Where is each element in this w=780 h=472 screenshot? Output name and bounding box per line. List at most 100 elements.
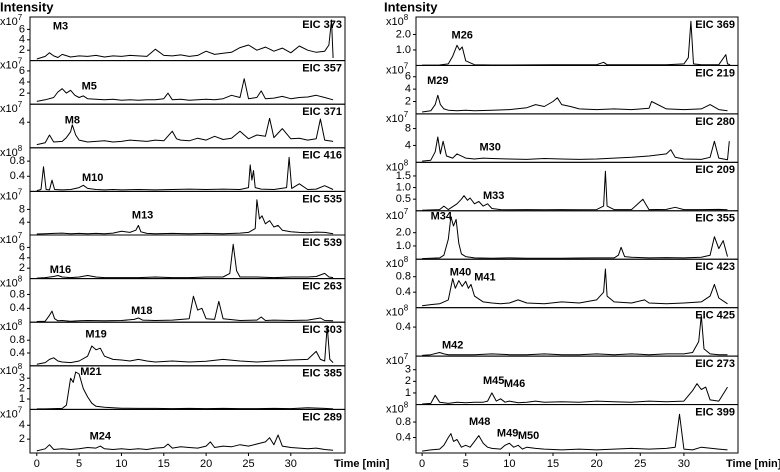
trace-line [422, 383, 728, 405]
trace-line [36, 117, 334, 146]
x-axis-label: Time [min] [726, 458, 780, 470]
x-tick-label: 20 [591, 458, 603, 470]
x-tick-label: 5 [463, 458, 469, 470]
peak-label: M48 [469, 416, 490, 428]
y-tick-label: 1 [405, 387, 411, 399]
trace-line [36, 243, 334, 279]
y-scale-exponent: 7 [404, 207, 409, 216]
panel-title: EIC 355 [695, 213, 735, 225]
panel-title: EIC 373 [302, 19, 342, 31]
y-scale-label: x107 [0, 57, 23, 72]
y-scale-label: x108 [0, 362, 23, 377]
peak-label: M26 [452, 29, 473, 41]
y-scale-base: x10 [386, 16, 404, 28]
trace-line [422, 170, 728, 211]
y-scale-base: x10 [386, 403, 404, 415]
y-scale-base: x10 [0, 321, 18, 333]
y-scale-label: x108 [0, 275, 23, 290]
y-tick-label: 0.8 [396, 271, 411, 283]
y-scale-label: x108 [0, 144, 23, 159]
trace-line [422, 136, 730, 162]
y-tick-label: 4 [19, 116, 25, 128]
trace-line [422, 216, 728, 260]
panel: x107 246 EIC 357 M5 [0, 57, 346, 105]
y-scale-label: x108 [386, 304, 409, 319]
y-scale-label: x107 [386, 62, 409, 77]
y-tick-label: 3 [405, 364, 411, 376]
peak-label: M29 [427, 75, 448, 87]
y-scale-exponent: 8 [18, 144, 23, 153]
panel-frame [29, 234, 346, 280]
y-tick-label: 0.4 [10, 170, 25, 182]
y-tick-label: 2 [19, 433, 25, 445]
peak-label: M49 [497, 428, 518, 440]
y-tick-label: 0.4 [396, 321, 411, 333]
panel-title: EIC 535 [302, 193, 342, 205]
trace-line [36, 78, 334, 102]
x-tick-label: 30 [285, 458, 297, 470]
y-tick-label: 4 [19, 76, 25, 88]
y-tick-label: 1.5 [396, 170, 411, 182]
y-tick-label: 4 [19, 252, 25, 264]
y-scale-exponent: 8 [404, 255, 409, 264]
panel: x108 0.4 0.8 EIC 399 M48 M49 M50 [386, 401, 739, 454]
y-scale-exponent: 7 [18, 100, 23, 109]
peak-label: M30 [479, 142, 500, 154]
y-tick-label: 0.4 [396, 431, 411, 443]
y-scale-base: x10 [0, 190, 18, 202]
y-tick-label: 0.5 [396, 193, 411, 205]
panel: x108 1.0 2.0 EIC 369 M26 [386, 13, 739, 66]
panel-frame [415, 404, 739, 454]
y-scale-base: x10 [0, 147, 18, 159]
y-scale-base: x10 [386, 210, 404, 222]
y-tick-label: 1.0 [396, 181, 411, 193]
trace-line [36, 295, 334, 322]
y-scale-base: x10 [0, 408, 18, 420]
peak-label: M24 [90, 430, 112, 442]
panel-title: EIC 280 [695, 116, 735, 128]
x-tick-label: 25 [634, 458, 646, 470]
x-tick-label: 15 [547, 458, 559, 470]
y-scale-base: x10 [0, 234, 18, 246]
panel-frame [29, 278, 346, 323]
peak-label: M33 [483, 190, 504, 202]
y-scale-base: x10 [386, 355, 404, 367]
y-tick-label: 4 [19, 216, 25, 228]
panel-title: EIC 416 [302, 150, 342, 162]
panel-title: EIC 273 [695, 358, 735, 370]
y-scale-label: x108 [386, 13, 409, 28]
panel-frame [29, 16, 346, 62]
y-scale-label: x107 [0, 100, 23, 115]
peak-label: M8 [65, 115, 80, 127]
panel-title: EIC 357 [302, 63, 342, 75]
trace-line [422, 413, 728, 452]
panel: x108 123 EIC 385 M21 [0, 362, 346, 410]
y-scale-exponent: 8 [404, 401, 409, 410]
y-tick-label: 6 [19, 23, 25, 35]
y-tick-label: 6 [19, 241, 25, 253]
panel: x107 246 EIC 539 M16 [0, 231, 346, 280]
trace-line [422, 315, 728, 356]
panel: x108 0.51.01.5 EIC 209 M33 [386, 158, 739, 212]
y-scale-label: x107 [386, 110, 409, 125]
peak-label: M42 [442, 339, 463, 351]
y-scale-label: x107 [0, 231, 23, 246]
y-scale-exponent: 7 [18, 13, 23, 22]
trace-line [422, 20, 731, 66]
y-tick-label: 2 [19, 44, 25, 56]
y-tick-label: 2 [19, 87, 25, 99]
panel-title: EIC 371 [302, 106, 342, 118]
panel-title: EIC 539 [302, 237, 342, 249]
panel: x108 0.4 0.8 EIC 423 M40 M41 [386, 255, 739, 309]
peak-label: M50 [518, 430, 539, 442]
y-tick-label: 0.4 [10, 347, 25, 359]
peak-label: M16 [50, 264, 71, 276]
panel-title: EIC 303 [302, 324, 342, 336]
x-tick-label: 10 [503, 458, 515, 470]
y-tick-label: 6 [405, 71, 411, 83]
y-scale-exponent: 7 [18, 57, 23, 66]
panel-title: EIC 263 [302, 281, 342, 293]
y-tick-label: 2 [405, 375, 411, 387]
